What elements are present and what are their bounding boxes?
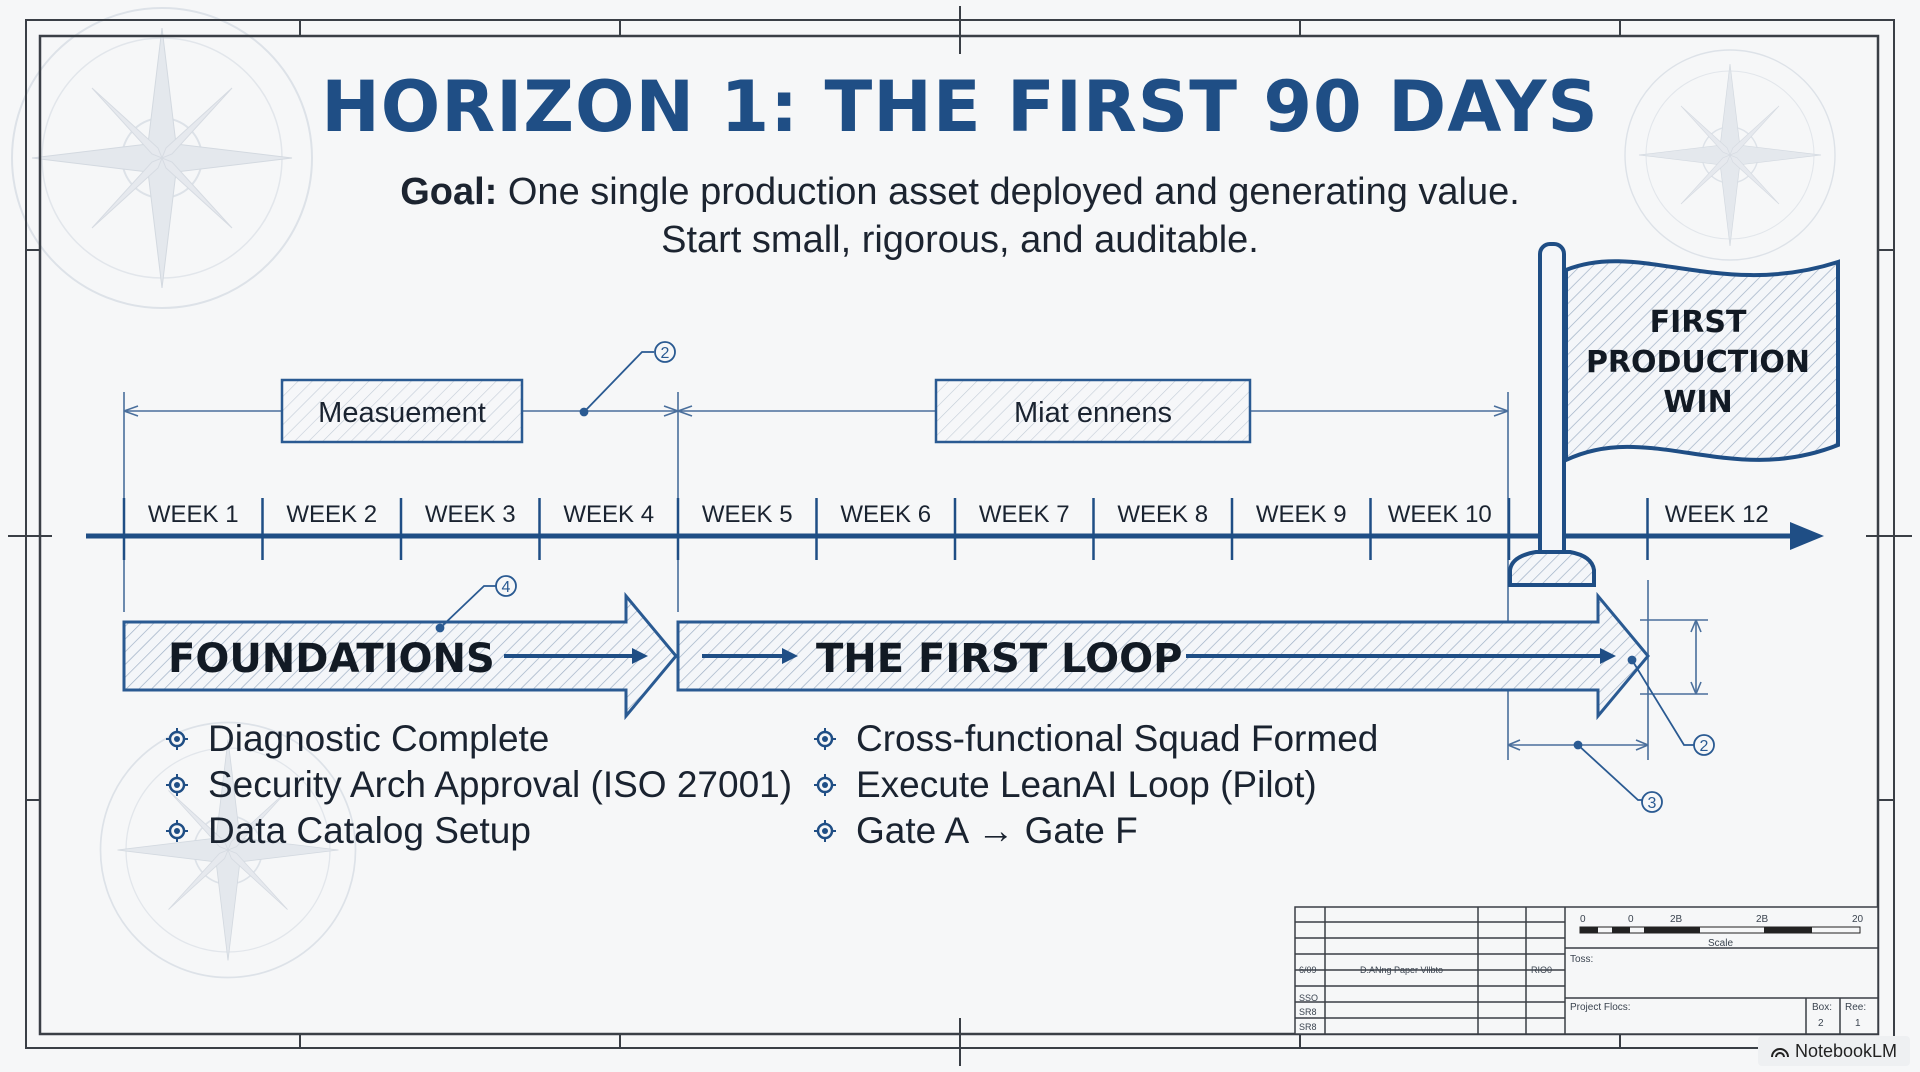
rev-label: Ree:: [1845, 1002, 1866, 1013]
list-item-label: Execute LeanAI Loop (Pilot): [856, 764, 1317, 805]
scale-bar: [1579, 926, 1861, 934]
target-bullet-icon: [166, 820, 188, 842]
callout-leader: [1627, 655, 1715, 756]
flag-text-line1: FIRST: [1650, 305, 1747, 340]
callout-number: 2: [661, 345, 670, 362]
target-bullet-icon: [166, 728, 188, 750]
week-label: WEEK 1: [148, 501, 239, 528]
week-label: WEEK 4: [563, 501, 654, 528]
dimension-lines: [123, 392, 1708, 760]
list-item: Execute LeanAI Loop (Pilot): [814, 762, 1378, 808]
row-code: 6/09: [1299, 965, 1317, 975]
callout-leader: [1573, 740, 1663, 813]
toss-label: Toss:: [1570, 954, 1593, 965]
rev-value: 1: [1855, 1018, 1861, 1029]
week-label: WEEK 2: [286, 501, 377, 528]
week-label: WEEK 10: [1388, 501, 1492, 528]
brand-badge: NotebookLM: [1758, 1036, 1910, 1066]
first-production-win-flag: [1508, 242, 1840, 587]
rev-code: RIO0: [1531, 965, 1552, 975]
box-value: 2: [1818, 1018, 1824, 1029]
phase-label-box-maintenance: [934, 378, 1252, 444]
week-label: WEEK 5: [702, 501, 793, 528]
callout-number: 3: [1648, 795, 1657, 812]
phase-name-foundations: FOUNDATIONS: [168, 636, 495, 682]
goal-line1: Goal: One single production asset deploy…: [0, 168, 1920, 216]
page-title: HORIZON 1: THE FIRST 90 DAYS: [321, 66, 1599, 148]
week-label: WEEK 7: [979, 501, 1070, 528]
scale-tick: 20: [1852, 914, 1864, 925]
scale-tick: 2B: [1670, 914, 1683, 925]
frame-tick-marks: [8, 6, 1912, 1066]
list-item-label: Security Arch Approval (ISO 27001): [208, 764, 793, 805]
scale-tick: 0: [1628, 914, 1634, 925]
first-loop-items: Cross-functional Squad Formed Execute Le…: [814, 716, 1378, 854]
list-item: Diagnostic Complete: [166, 716, 792, 762]
phase-label-box-measurement: [280, 378, 524, 444]
row-code: SR8: [1299, 1022, 1317, 1032]
flag-text-line3: WIN: [1663, 385, 1732, 420]
list-item-label: Gate A → Gate F: [856, 810, 1138, 851]
goal-line2: Start small, rigorous, and auditable.: [661, 219, 1259, 261]
week-labels: WEEK 1 WEEK 2 WEEK 3 WEEK 4 WEEK 5 WEEK 6 WEEK…: [148, 501, 1769, 528]
phase-flow-arrow-head: [782, 648, 798, 664]
week-label: WEEK 3: [425, 501, 516, 528]
list-item: Cross-functional Squad Formed: [814, 716, 1378, 762]
week-label: WEEK 12: [1665, 501, 1769, 528]
notebooklm-logo-icon: [1770, 1048, 1789, 1058]
box-label: Box:: [1812, 1002, 1832, 1013]
row-code: SSO: [1299, 993, 1318, 1003]
timeline-ticks: [122, 498, 1649, 560]
target-bullet-icon: [814, 774, 836, 796]
phase-arrow-first-loop: [676, 591, 1650, 721]
callout-number: 2: [1700, 738, 1709, 755]
scale-label: Scale: [1708, 938, 1733, 949]
goal-text: One single production asset deployed and…: [507, 171, 1520, 213]
callout-number: 4: [502, 579, 511, 596]
drawing-label: D.ANng Paper Vllbto: [1360, 965, 1443, 975]
list-item-label: Diagnostic Complete: [208, 718, 550, 759]
week-label: WEEK 9: [1256, 501, 1347, 528]
target-bullet-icon: [814, 820, 836, 842]
timeline-arrow-head: [1790, 522, 1824, 550]
brand-name: NotebookLM: [1794, 1040, 1898, 1061]
phase-label-measurement: Measuement: [318, 397, 486, 429]
phase-flow-arrow-head: [632, 648, 648, 664]
scale-tick: 0: [1580, 914, 1586, 925]
phase-name-first-loop: THE FIRST LOOP: [816, 636, 1182, 682]
foundations-items: Diagnostic Complete Security Arch Approv…: [166, 716, 792, 854]
callout-leader: [579, 341, 676, 417]
row-code: SR8: [1299, 1007, 1317, 1017]
flag-text-line2: PRODUCTION: [1586, 345, 1810, 380]
callout-leader: [435, 575, 517, 633]
week-label: WEEK 8: [1117, 501, 1208, 528]
list-item-label: Cross-functional Squad Formed: [856, 718, 1379, 759]
goal-label: Goal:: [400, 171, 498, 213]
target-bullet-icon: [166, 774, 188, 796]
target-bullet-icon: [814, 728, 836, 750]
list-item: Security Arch Approval (ISO 27001): [166, 762, 792, 808]
phase-flow-arrow-head: [1600, 648, 1616, 664]
project-flocs-label: Project Flocs:: [1570, 1002, 1631, 1013]
list-item: Data Catalog Setup: [166, 808, 792, 854]
goal-statement: Goal: One single production asset deploy…: [0, 168, 1920, 264]
phase-arrow-foundations: [122, 591, 678, 721]
week-label: WEEK 6: [840, 501, 931, 528]
list-item-label: Data Catalog Setup: [208, 810, 531, 851]
scale-tick: 2B: [1756, 914, 1769, 925]
list-item: Gate A → Gate F: [814, 808, 1378, 854]
phase-label-maintenance: Miat ennens: [1014, 397, 1172, 429]
